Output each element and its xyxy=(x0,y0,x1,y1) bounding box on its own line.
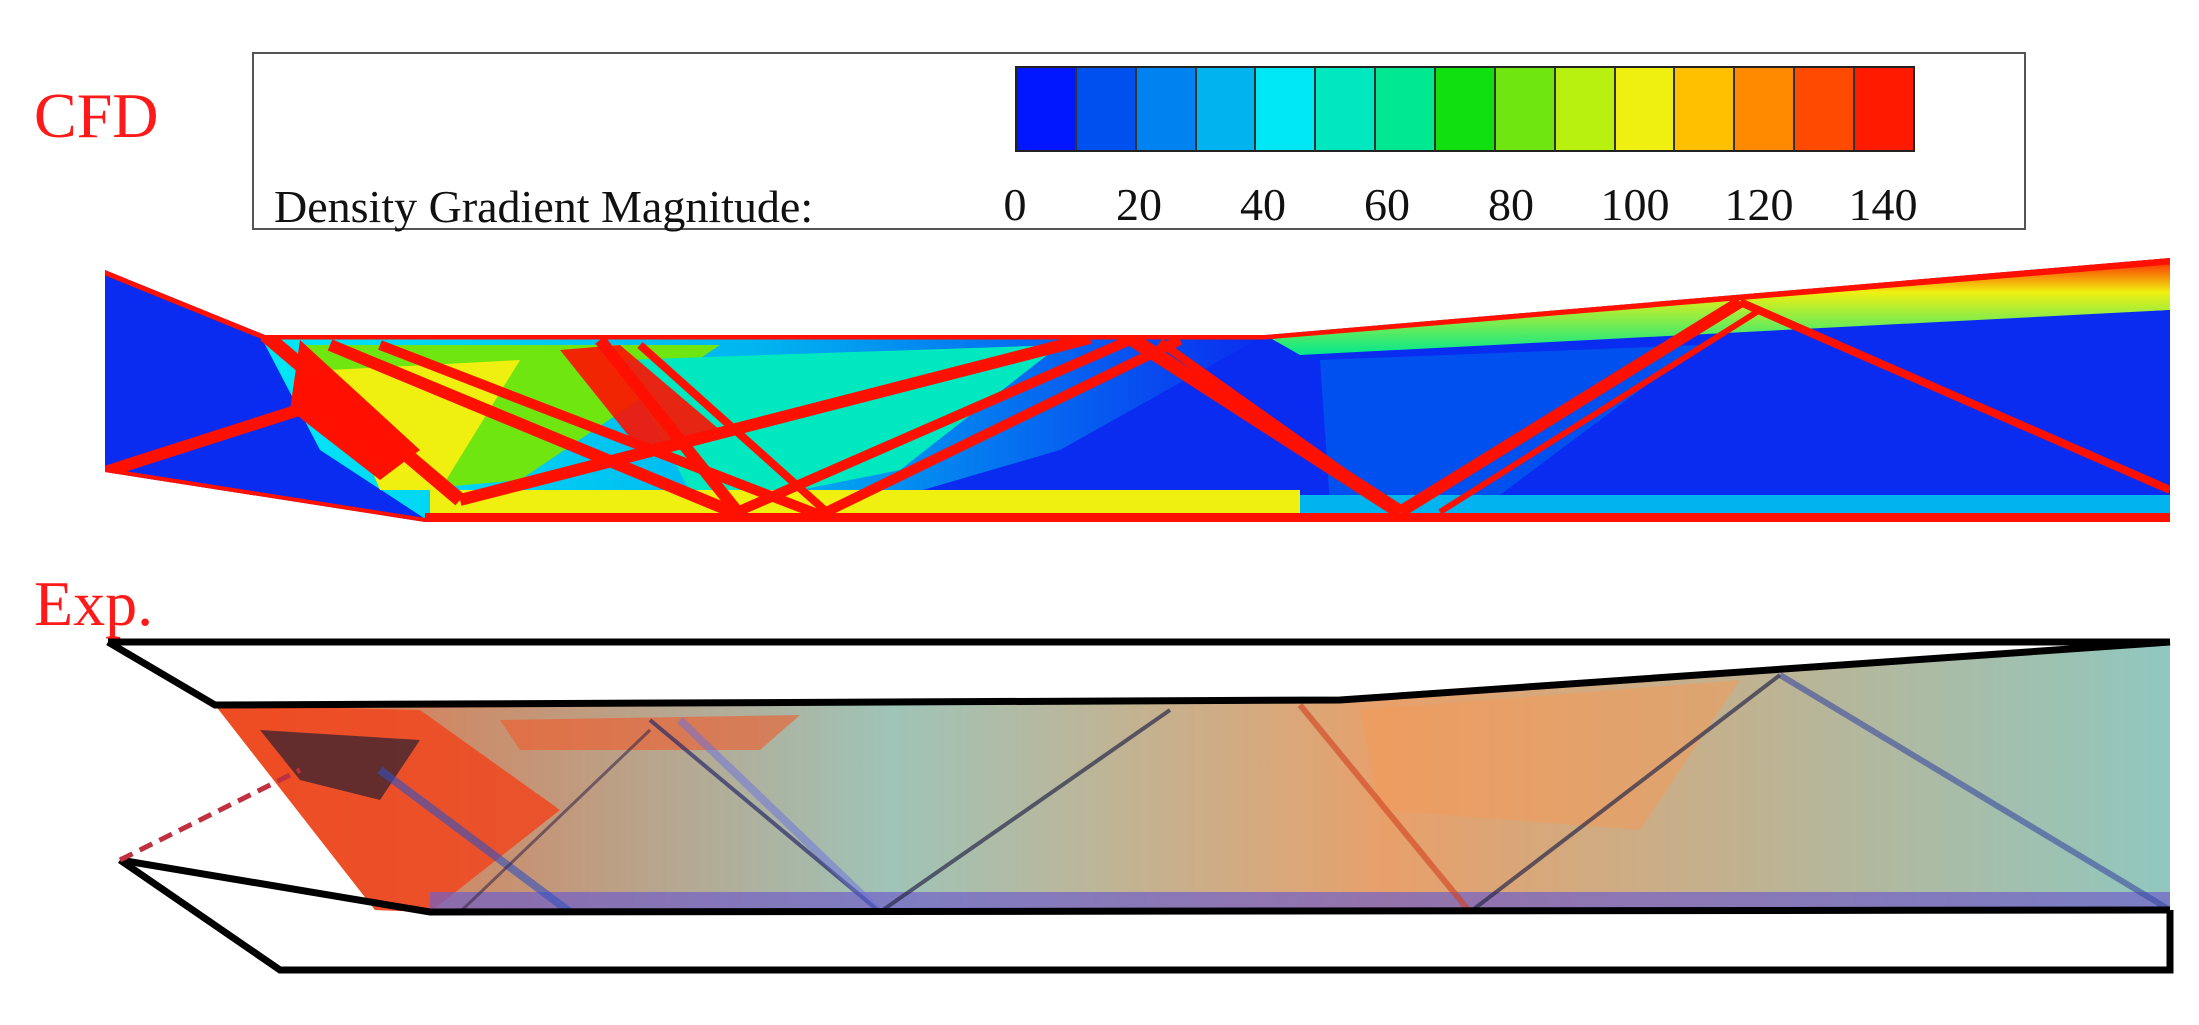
exp-wall-outline xyxy=(106,638,2174,974)
cfd-shock-lines xyxy=(105,258,2170,522)
colorbar-swatch xyxy=(1316,68,1377,150)
colorbar-swatch xyxy=(1735,68,1796,150)
cfd-flowfield xyxy=(105,258,2170,522)
colorbar-swatch xyxy=(1615,68,1676,150)
colorbar-tick: 60 xyxy=(1364,179,1410,230)
exp-shock-lines xyxy=(377,672,2170,912)
colorbar-swatch xyxy=(1136,68,1197,150)
colorbar-tick: 100 xyxy=(1600,179,1670,230)
colorbar-tick: 140 xyxy=(1848,179,1918,230)
colorbar-swatch xyxy=(1555,68,1616,150)
colorbar-swatch xyxy=(1376,68,1437,150)
legend-title: Density Gradient Magnitude: xyxy=(274,181,814,232)
colorbar-swatch xyxy=(1855,68,1913,150)
colorbar-tick: 0 xyxy=(1003,179,1027,230)
colorbar-swatch xyxy=(1256,68,1317,150)
exp-schlieren-panel xyxy=(106,638,2174,974)
colorbar-swatch xyxy=(1495,68,1556,150)
colorbar-tick: 20 xyxy=(1116,179,1162,230)
colorbar-legend: Density Gradient Magnitude: 0 20 40 60 8… xyxy=(252,52,2026,232)
colorbar-swatch xyxy=(1196,68,1257,150)
dashed-reference-line xyxy=(118,767,302,863)
colorbar-tick: 120 xyxy=(1724,179,1794,230)
exp-label: Exp. xyxy=(34,568,154,639)
colorbar-swatch xyxy=(1795,68,1856,150)
colorbar-swatch xyxy=(1076,68,1137,150)
colorbar-swatch xyxy=(1436,68,1496,150)
exp-flowfield xyxy=(215,642,2170,912)
colorbar-tick: 80 xyxy=(1488,179,1534,230)
cfd-label: CFD xyxy=(34,80,159,151)
colorbar xyxy=(1015,66,1915,152)
colorbar-swatch xyxy=(1017,68,1077,150)
colorbar-swatch xyxy=(1675,68,1736,150)
cfd-contour-panel xyxy=(105,258,2170,522)
colorbar-tick: 40 xyxy=(1240,179,1286,230)
